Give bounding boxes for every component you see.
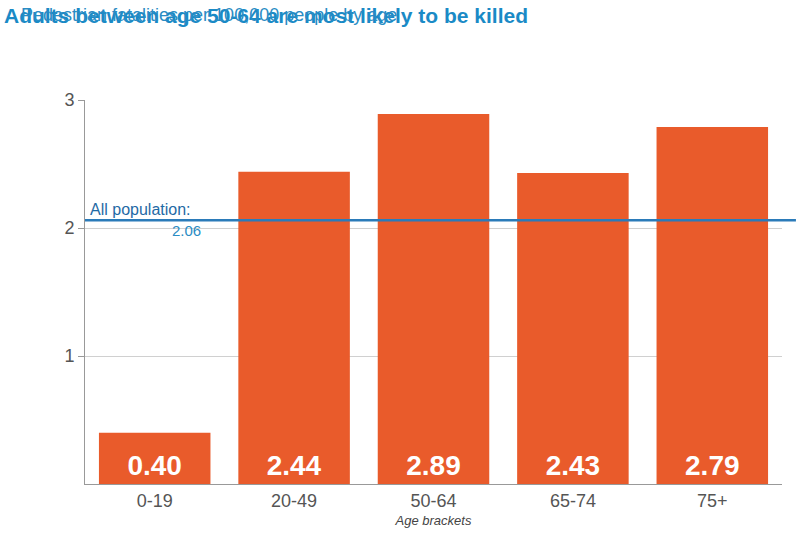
svg-text:20-49: 20-49 (271, 491, 317, 511)
svg-text:50-64: 50-64 (410, 491, 456, 511)
svg-text:0-19: 0-19 (137, 491, 173, 511)
svg-text:2.44: 2.44 (267, 450, 322, 481)
svg-text:2.79: 2.79 (685, 450, 740, 481)
svg-text:2.06: 2.06 (172, 222, 201, 239)
svg-text:75+: 75+ (697, 491, 728, 511)
svg-text:1: 1 (64, 346, 74, 366)
svg-text:2.43: 2.43 (546, 450, 601, 481)
svg-text:Adults between age 50-64 are m: Adults between age 50-64 are most likely… (4, 4, 528, 27)
svg-text:0.40: 0.40 (127, 450, 182, 481)
svg-text:2: 2 (64, 218, 74, 238)
svg-text:3: 3 (64, 90, 74, 110)
svg-text:2.89: 2.89 (406, 450, 461, 481)
svg-text:Age brackets: Age brackets (395, 513, 472, 528)
svg-text:All population:: All population: (90, 201, 191, 218)
svg-text:65-74: 65-74 (550, 491, 596, 511)
svg-text:Pedestrian fatalities per 100,: Pedestrian fatalities per 100,000 people… (21, 5, 397, 25)
